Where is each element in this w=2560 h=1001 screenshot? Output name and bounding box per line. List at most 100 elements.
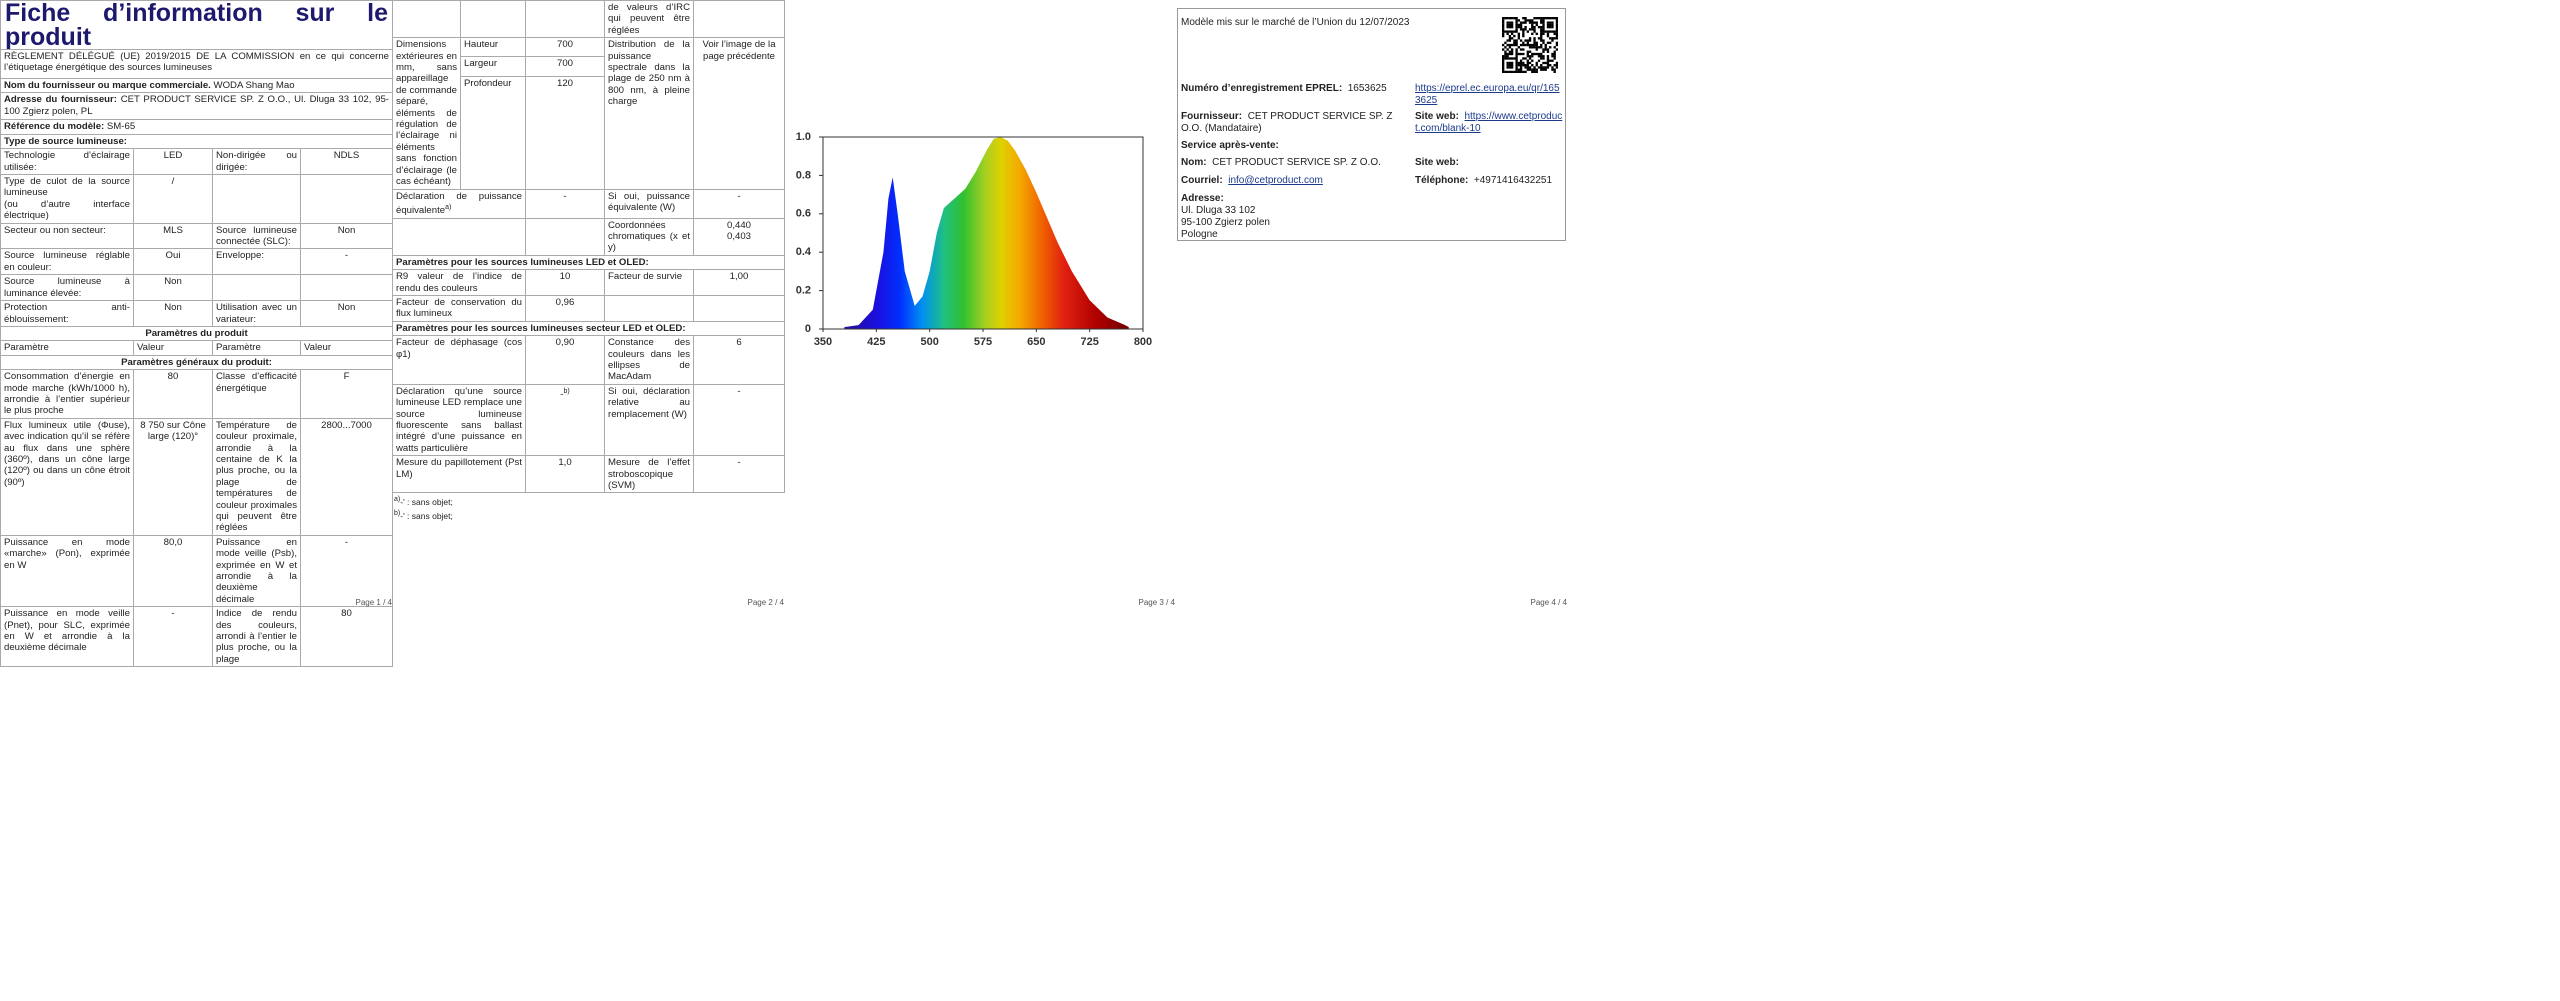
qr-module bbox=[1528, 55, 1532, 58]
qr-module bbox=[1555, 61, 1558, 65]
qr-module bbox=[1531, 46, 1534, 49]
qr-module bbox=[1502, 32, 1505, 36]
qr-module bbox=[1508, 57, 1512, 60]
link[interactable]: info@cetproduct.com bbox=[1228, 175, 1323, 186]
qr-module bbox=[1555, 23, 1558, 27]
qr-module bbox=[1549, 37, 1552, 40]
c: 6 bbox=[693, 335, 785, 385]
x-tick-label: 725 bbox=[1080, 336, 1098, 348]
value: CET PRODUCT SERVICE SP. Z O.O., Ul. Dlug… bbox=[4, 94, 390, 117]
c: 80 bbox=[133, 369, 213, 419]
p4: 95-100 Zgierz polen bbox=[1181, 217, 1270, 228]
qr-module bbox=[1522, 70, 1525, 73]
c: -b) bbox=[525, 383, 605, 457]
qr-module bbox=[1546, 50, 1550, 53]
qr-module bbox=[1515, 66, 1518, 69]
qr-module bbox=[1535, 46, 1538, 49]
qr-module bbox=[1533, 43, 1536, 47]
qr-module bbox=[1551, 55, 1554, 58]
qr-module bbox=[1502, 48, 1505, 51]
qr-module bbox=[1531, 32, 1534, 36]
qr-module bbox=[1533, 68, 1536, 71]
qr-module bbox=[1535, 41, 1538, 44]
qr-module bbox=[1524, 25, 1527, 29]
c: Voir l’image de la page précédente bbox=[693, 37, 785, 190]
qr-module bbox=[1531, 70, 1534, 73]
row: Puissance en mode «marche» (Pon), exprim… bbox=[0, 534, 393, 608]
qr-module bbox=[1513, 41, 1516, 44]
qr-module bbox=[1513, 17, 1516, 20]
qr-module bbox=[1528, 66, 1532, 69]
cell bbox=[300, 274, 393, 302]
qr-module bbox=[1510, 30, 1514, 33]
row: Profondeur 120 bbox=[393, 75, 785, 190]
cell: R9 valeur de l’indice de rendu des coule… bbox=[392, 269, 526, 296]
qr-module bbox=[1515, 41, 1518, 44]
qr-module bbox=[1542, 32, 1545, 36]
qr-module bbox=[1524, 28, 1527, 31]
cell: Technologie d’éclairage utilisée: bbox=[0, 148, 134, 176]
row: RÈGLEMENT DÉLÉGUÉ (UE) 2019/2015 DE LA C… bbox=[0, 49, 393, 79]
p4: Site web: https://www.cetproduct.com/bla… bbox=[1415, 111, 1563, 135]
qr-module bbox=[1535, 61, 1538, 65]
qr-module bbox=[1553, 32, 1556, 36]
value: CET PRODUCT SERVICE SP. Z O.O. (Mandatai… bbox=[1181, 111, 1393, 134]
qr-module bbox=[1528, 28, 1532, 31]
hc: Paramètres généraux du produit: bbox=[0, 354, 393, 371]
qr-module bbox=[1535, 68, 1538, 71]
cell: de valeurs d’IRC qui peuvent être réglée… bbox=[604, 0, 694, 39]
qr-module bbox=[1502, 25, 1505, 29]
row: R9 valeur de l’indice de rendu des coule… bbox=[392, 269, 785, 296]
page-2: de valeurs d’IRC qui peuvent être réglée… bbox=[392, 0, 785, 615]
qr-module bbox=[1515, 30, 1518, 33]
c: Non bbox=[133, 300, 213, 327]
qr-module bbox=[1531, 68, 1534, 71]
qr-module bbox=[1537, 52, 1541, 56]
c: Non bbox=[133, 274, 213, 302]
qr-module bbox=[1524, 57, 1527, 60]
cell: Puissance en mode veille (Psb), exprimée… bbox=[212, 534, 301, 608]
qr-module bbox=[1540, 66, 1543, 69]
qr-module bbox=[1524, 66, 1527, 69]
page-1: Fiche d’information sur le produit RÈGLE… bbox=[0, 0, 393, 668]
qr-module bbox=[1533, 66, 1536, 69]
cell: Flux lumineux utile (Φuse), avec indicat… bbox=[0, 417, 134, 536]
qr-module bbox=[1510, 21, 1514, 24]
qr-module bbox=[1542, 23, 1545, 27]
link[interactable]: https://www.cetproduct.com/blank-10 bbox=[1415, 111, 1563, 134]
qr-module bbox=[1510, 25, 1514, 29]
qr-module bbox=[1517, 46, 1521, 49]
spectrum-chart: 0 0.2 0.4 0.6 0.8 1.0 350 425 500 575 650 725 800 bbox=[796, 131, 1152, 348]
qr-module bbox=[1540, 28, 1543, 31]
cell: Valeur bbox=[300, 340, 393, 356]
qr-module bbox=[1504, 41, 1507, 44]
c: 700 bbox=[525, 37, 605, 58]
qr-module bbox=[1535, 21, 1538, 24]
qr-module bbox=[1535, 52, 1538, 56]
qr-module bbox=[1508, 64, 1512, 67]
qr-module bbox=[1526, 41, 1529, 44]
p4: Service après-vente: bbox=[1181, 140, 1279, 152]
qr-module bbox=[1533, 52, 1536, 56]
label: Site web: bbox=[1415, 157, 1459, 168]
qr-module bbox=[1506, 39, 1509, 42]
qr-module bbox=[1528, 61, 1532, 65]
qr-module bbox=[1522, 52, 1525, 56]
h: Type de source lumineuse: bbox=[0, 133, 393, 150]
qr-module bbox=[1519, 68, 1523, 71]
qr-module bbox=[1513, 39, 1516, 42]
qr-module bbox=[1515, 64, 1518, 67]
link[interactable]: https://eprel.ec.europa.eu/qr/1653625 bbox=[1415, 83, 1560, 106]
c: - bbox=[525, 188, 605, 219]
text-block: Type de culot de la source lumineuse bbox=[4, 176, 130, 199]
qr-module bbox=[1549, 64, 1552, 67]
qr-module bbox=[1546, 59, 1550, 62]
qr-module bbox=[1542, 30, 1545, 33]
row: Nom du fournisseur ou marque commerciale… bbox=[0, 77, 393, 94]
qr-module bbox=[1522, 48, 1525, 51]
cell bbox=[525, 0, 605, 39]
text-block: 0,403 bbox=[726, 230, 751, 242]
cell: Hauteur bbox=[460, 37, 526, 58]
x-tick-label: 350 bbox=[814, 336, 832, 348]
qr-module bbox=[1504, 46, 1507, 49]
